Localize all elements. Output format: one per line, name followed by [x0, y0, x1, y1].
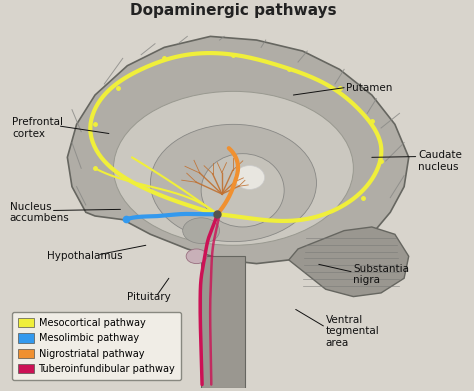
- Ellipse shape: [182, 218, 219, 244]
- Text: Ventral
tegmental
area: Ventral tegmental area: [326, 315, 380, 348]
- Legend: Mesocortical pathway, Mesolimbic pathway, Nigrostriatal pathway, Tuberoinfundibu: Mesocortical pathway, Mesolimbic pathway…: [12, 312, 181, 380]
- Polygon shape: [289, 227, 409, 297]
- Polygon shape: [201, 256, 245, 388]
- Ellipse shape: [186, 249, 207, 264]
- Text: Nucleus
accumbens: Nucleus accumbens: [9, 201, 70, 223]
- Ellipse shape: [150, 124, 317, 242]
- Ellipse shape: [235, 165, 264, 189]
- Text: Substantia
nigra: Substantia nigra: [354, 264, 410, 285]
- Text: Pituitary: Pituitary: [128, 292, 171, 301]
- Text: Prefrontal
cortex: Prefrontal cortex: [12, 117, 63, 139]
- Text: Putamen: Putamen: [346, 83, 393, 93]
- Ellipse shape: [201, 154, 284, 227]
- Title: Dopaminergic pathways: Dopaminergic pathways: [130, 3, 337, 18]
- Ellipse shape: [113, 91, 354, 245]
- Polygon shape: [67, 36, 409, 264]
- Text: Hypothalamus: Hypothalamus: [46, 251, 122, 261]
- Text: Caudate
nucleus: Caudate nucleus: [418, 150, 462, 172]
